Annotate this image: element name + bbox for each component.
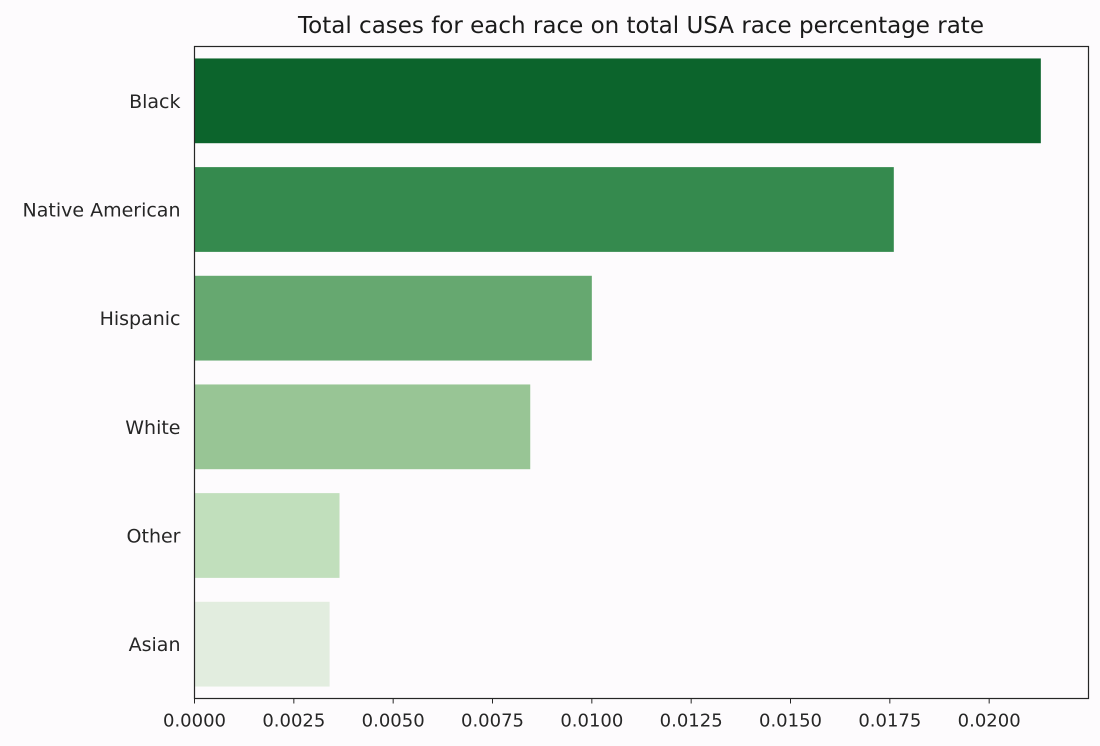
category-label: Other (127, 526, 181, 548)
category-label: Native American (23, 200, 181, 222)
category-label: Asian (129, 634, 181, 656)
x-tick-label: 0.0000 (163, 711, 226, 732)
chart-title: Total cases for each race on total USA r… (297, 13, 984, 39)
x-tick-label: 0.0200 (958, 711, 1021, 732)
x-tick-label: 0.0100 (560, 711, 623, 732)
category-label: White (125, 417, 180, 439)
bar-black (194, 58, 1041, 144)
category-label: Hispanic (100, 308, 181, 330)
x-tick-label: 0.0175 (858, 711, 921, 732)
plot-frame (193, 45, 1090, 700)
bar-other (194, 493, 340, 578)
bar-hispanic (194, 275, 592, 361)
x-tick-label: 0.0050 (362, 711, 425, 732)
category-label: Black (129, 91, 180, 113)
category-labels: Black Native American Hispanic White Other As… (23, 91, 181, 656)
x-tick-label: 0.0025 (262, 711, 325, 732)
bar-asian (194, 601, 330, 687)
x-tick-label: 0.0150 (759, 711, 822, 732)
bar-white (194, 384, 531, 470)
x-tick-label: 0.0125 (660, 711, 723, 732)
x-axis-ticks: 0.0000 0.0025 0.0050 0.0075 0.0100 0.0125 0.01… (163, 698, 1021, 732)
bars-group (194, 58, 1041, 687)
bar-native-american (194, 167, 894, 252)
x-tick-label: 0.0075 (461, 711, 524, 732)
